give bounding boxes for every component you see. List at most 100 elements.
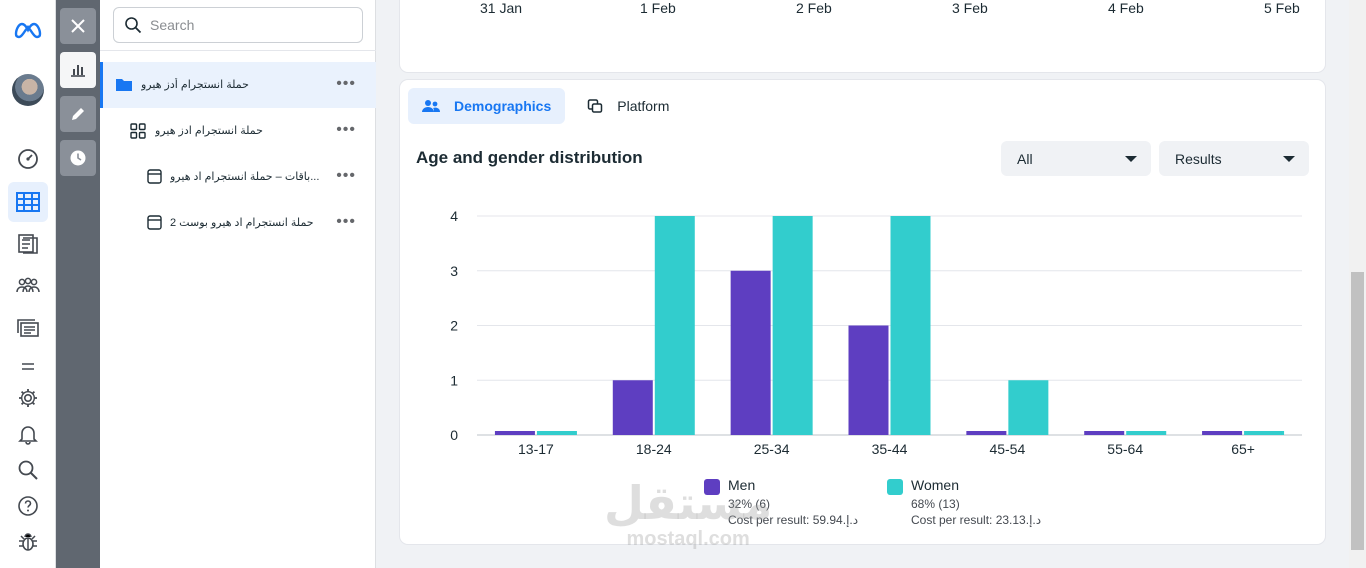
avatar[interactable] bbox=[12, 74, 44, 106]
date-label: 1 Feb bbox=[640, 0, 676, 16]
ad-set-grid-icon bbox=[130, 123, 146, 139]
scrollbar[interactable] bbox=[1349, 0, 1366, 568]
search-placeholder: Search bbox=[150, 17, 195, 33]
tree-row-label: حملة انستجرام أدز هيرو bbox=[141, 79, 249, 91]
close-icon[interactable] bbox=[60, 8, 96, 44]
dropdown-value: All bbox=[1017, 150, 1033, 167]
breakdown-tabs: Demographics Platform bbox=[408, 88, 691, 124]
caret-down-icon bbox=[1283, 156, 1295, 162]
tab-label: Demographics bbox=[454, 98, 552, 114]
divider bbox=[100, 50, 376, 51]
edit-pencil-icon[interactable] bbox=[60, 96, 96, 132]
report-bug-icon[interactable] bbox=[8, 522, 48, 562]
media-library-icon[interactable] bbox=[8, 308, 48, 348]
bar-women-35-44 bbox=[890, 216, 931, 435]
search-icon bbox=[125, 17, 142, 34]
legend-name: Men bbox=[728, 477, 756, 493]
tree-row-ad[interactable]: ...باقات – حملة انستجرام اد هيرو ••• bbox=[100, 154, 376, 200]
age-gender-bar-chart: 0 1 2 3 4 13-17 18-24 25-34 35-44 45-54 55-64 65+ bbox=[450, 208, 1302, 457]
settings-gear-icon[interactable] bbox=[8, 378, 48, 418]
legend-cost: Cost per result: 23.13.د.إ bbox=[911, 513, 1042, 527]
metric-filter-dropdown[interactable]: Results bbox=[1159, 141, 1309, 176]
tree-row-label: حملة انستجرام ادز هيرو bbox=[155, 125, 263, 137]
tab-label: Platform bbox=[617, 98, 670, 114]
more-options-icon[interactable]: ••• bbox=[336, 121, 356, 138]
campaigns-table-icon[interactable] bbox=[8, 182, 48, 222]
tree-row-ad[interactable]: حملة انستجرام اد هيرو بوست 2 ••• bbox=[100, 200, 376, 246]
tree-row-label: حملة انستجرام اد هيرو بوست 2 bbox=[170, 217, 314, 229]
caret-down-icon bbox=[1125, 156, 1137, 162]
ad-icon bbox=[147, 169, 162, 184]
date-label: 5 Feb bbox=[1264, 0, 1300, 16]
x-tick-label: 35-44 bbox=[872, 441, 908, 457]
legend-swatch-women bbox=[887, 479, 903, 495]
y-tick-label: 1 bbox=[450, 372, 458, 388]
y-tick-label: 3 bbox=[450, 263, 458, 279]
meta-logo-icon[interactable] bbox=[8, 10, 48, 50]
more-options-icon[interactable]: ••• bbox=[336, 167, 356, 184]
watermark-latin: mostaql.com bbox=[626, 528, 750, 550]
people-icon bbox=[422, 100, 440, 112]
bar-men-18-24 bbox=[612, 380, 653, 435]
help-icon[interactable] bbox=[8, 486, 48, 526]
legend-swatch-men bbox=[704, 479, 720, 495]
bar-women-45-54 bbox=[1008, 380, 1049, 435]
dropdown-value: Results bbox=[1175, 150, 1222, 167]
audiences-icon[interactable] bbox=[8, 266, 48, 306]
more-options-icon[interactable]: ••• bbox=[336, 213, 356, 230]
date-label: 31 Jan bbox=[480, 0, 523, 16]
date-label: 3 Feb bbox=[952, 0, 988, 16]
watermark-arabic: مستقل bbox=[604, 477, 773, 529]
bar-women-25-34 bbox=[772, 216, 813, 435]
bar-men-35-44 bbox=[848, 325, 889, 435]
x-tick-label: 18-24 bbox=[636, 441, 672, 457]
legend-item-men: Men 32% (6) Cost per result: 59.94.د.إ bbox=[704, 477, 874, 529]
tree-row-adset[interactable]: حملة انستجرام ادز هيرو ••• bbox=[100, 108, 376, 154]
bar-men-13-17 bbox=[494, 431, 535, 435]
more-options-icon[interactable]: ••• bbox=[336, 75, 356, 92]
bar-men-55-64 bbox=[1084, 431, 1125, 435]
tab-demographics[interactable]: Demographics bbox=[408, 88, 566, 124]
bar-men-65+ bbox=[1202, 431, 1243, 435]
bar-women-55-64 bbox=[1126, 431, 1167, 435]
tree-row-label: ...باقات – حملة انستجرام اد هيرو bbox=[170, 171, 320, 183]
ad-icon bbox=[147, 215, 162, 230]
dashboard-icon[interactable] bbox=[8, 139, 48, 179]
campaign-tree-panel: Search حملة انستجرام أدز هيرو ••• حملة ا… bbox=[100, 0, 376, 568]
pages-icon[interactable] bbox=[8, 224, 48, 264]
collapse-handle-icon[interactable] bbox=[8, 346, 48, 386]
search-input[interactable]: Search bbox=[113, 7, 363, 43]
audience-filter-dropdown[interactable]: All bbox=[1001, 141, 1151, 176]
x-tick-label: 65+ bbox=[1231, 441, 1255, 457]
platform-icon bbox=[588, 99, 603, 113]
x-tick-label: 55-64 bbox=[1107, 441, 1143, 457]
folder-icon bbox=[116, 79, 132, 91]
notifications-bell-icon[interactable] bbox=[8, 414, 48, 454]
legend-name: Women bbox=[911, 477, 959, 493]
history-clock-icon[interactable] bbox=[60, 140, 96, 176]
tab-platform[interactable]: Platform bbox=[573, 88, 683, 124]
legend-cost: Cost per result: 59.94.د.إ bbox=[728, 513, 859, 527]
legend-item-women: Women 68% (13) Cost per result: 23.13.د.… bbox=[887, 477, 1057, 529]
bar-men-25-34 bbox=[730, 270, 771, 435]
legend-share: 32% (6) bbox=[728, 497, 771, 511]
timeline-card: 31 Jan 1 Feb 2 Feb 3 Feb 4 Feb 5 Feb bbox=[400, 0, 1325, 72]
bar-men-45-54 bbox=[966, 431, 1007, 435]
tool-strip bbox=[56, 0, 100, 568]
section-title: Age and gender distribution bbox=[416, 148, 643, 167]
legend-share: 68% (13) bbox=[911, 497, 960, 511]
search-icon[interactable] bbox=[8, 450, 48, 490]
y-tick-label: 0 bbox=[450, 427, 458, 443]
bar-women-13-17 bbox=[536, 431, 577, 435]
date-label: 2 Feb bbox=[796, 0, 832, 16]
watermark: مستقل mostaql.com bbox=[604, 478, 772, 550]
bar-women-18-24 bbox=[654, 216, 695, 435]
scrollbar-thumb[interactable] bbox=[1351, 272, 1364, 550]
charts-icon[interactable] bbox=[60, 52, 96, 88]
x-tick-label: 25-34 bbox=[754, 441, 790, 457]
y-tick-label: 2 bbox=[450, 318, 458, 334]
tree-row-campaign[interactable]: حملة انستجرام أدز هيرو ••• bbox=[100, 62, 376, 108]
y-tick-label: 4 bbox=[450, 208, 458, 224]
nav-rail bbox=[0, 0, 56, 568]
